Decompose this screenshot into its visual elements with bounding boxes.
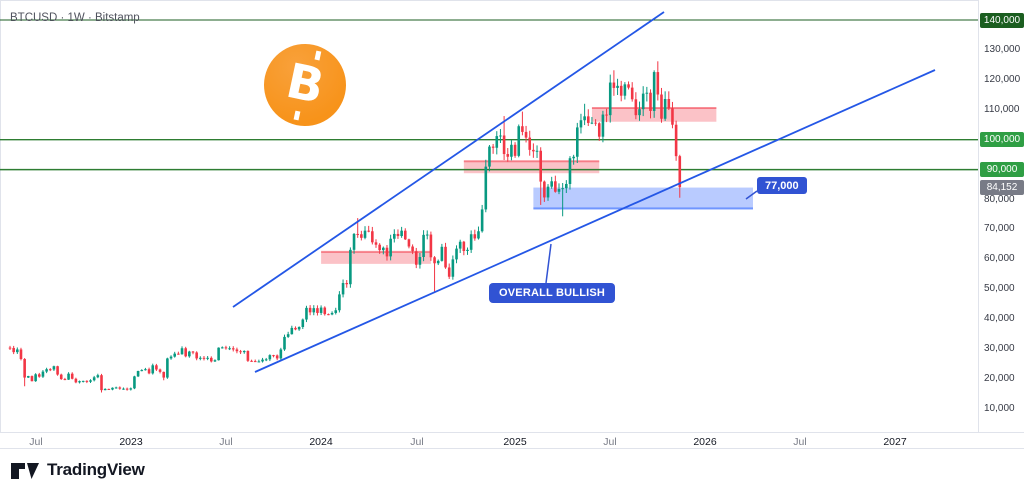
overall-bullish-label[interactable]: OVERALL BULLISH [489, 283, 616, 303]
tradingview-logo-icon[interactable] [10, 459, 40, 481]
price-tick: 130,000 [984, 43, 1021, 55]
time-tick: 2026 [693, 436, 717, 448]
trendlines-layer[interactable] [232, 11, 936, 373]
callout-pointer-layer [545, 190, 758, 284]
time-tick: Jul [793, 436, 807, 448]
bitcoin-b-bottom-tick [293, 110, 301, 121]
time-tick: 2025 [503, 436, 527, 448]
price-tick: 40,000 [984, 313, 1015, 325]
candlestick-plot[interactable] [0, 0, 978, 446]
time-tick: 2024 [309, 436, 333, 448]
time-tick: Jul [219, 436, 233, 448]
price-tick: 120,000 [984, 73, 1021, 85]
zones-layer[interactable] [321, 106, 753, 264]
time-tick: Jul [410, 436, 424, 448]
price-tick: 110,000 [984, 103, 1020, 115]
candles-layer [8, 61, 682, 393]
price-axis[interactable]: 130,000 120,000 110,000 80,000 70,000 60,000 5… [978, 0, 1024, 448]
time-tick: Jul [603, 436, 617, 448]
price-tick: 80,000 [984, 193, 1015, 205]
tradingview-wordmark[interactable]: TradingView [47, 459, 145, 479]
time-tick: 2027 [883, 436, 907, 448]
footer-bar: TradingView [0, 448, 1024, 490]
price-tick: 70,000 [984, 223, 1015, 235]
price-tick: 50,000 [984, 283, 1015, 295]
price-label-tag: 84,152 [980, 179, 1024, 195]
time-tick: Jul [29, 436, 43, 448]
time-axis[interactable]: Jul 2023 Jul 2024 Jul 2025 Jul 2026 Jul 2027 [0, 432, 1024, 449]
price-target-label[interactable]: 77,000 [757, 177, 807, 194]
bitcoin-b-glyph: B [281, 52, 329, 116]
price-tick: 10,000 [984, 403, 1015, 414]
time-tick: 2023 [119, 436, 143, 448]
price-tick: 20,000 [984, 373, 1015, 385]
symbol-legend[interactable]: BTCUSD · 1W · Bitstamp [10, 12, 140, 24]
price-label-tag: 90,000 [980, 162, 1024, 178]
price-label-tag: 140,000 [980, 12, 1024, 28]
price-tick: 60,000 [984, 253, 1015, 265]
price-label-tag: 100,000 [980, 132, 1024, 148]
price-tick: 30,000 [984, 343, 1015, 355]
